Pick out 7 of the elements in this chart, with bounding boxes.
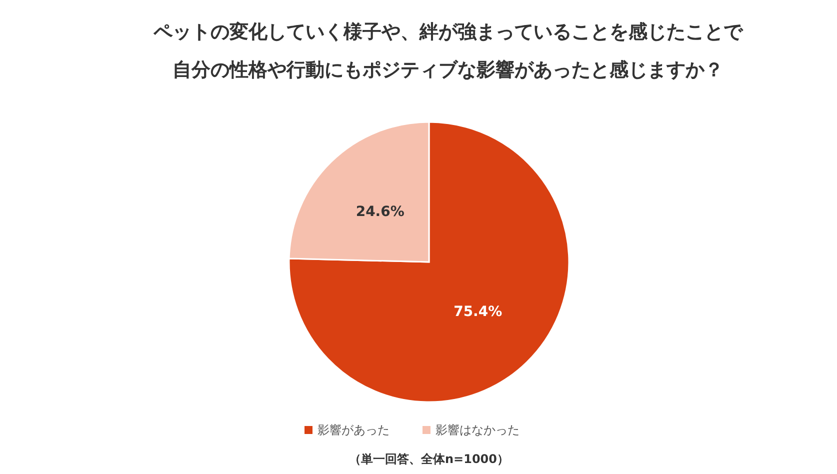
- chart-title: ペットの変化していく様子や、絆が強まっていることを感じたことで自分の性格や行動にもポジティブな影響があったと感じますか？: [152, 21, 744, 81]
- legend-label: 影響はなかった: [436, 423, 520, 437]
- data-label: 24.6%: [356, 204, 404, 220]
- text: （単一回答、全体n=1000）: [349, 452, 509, 466]
- legend-label: 影響があった: [318, 423, 390, 437]
- data-label: 75.4%: [454, 304, 502, 320]
- pie-slice: [288, 121, 570, 403]
